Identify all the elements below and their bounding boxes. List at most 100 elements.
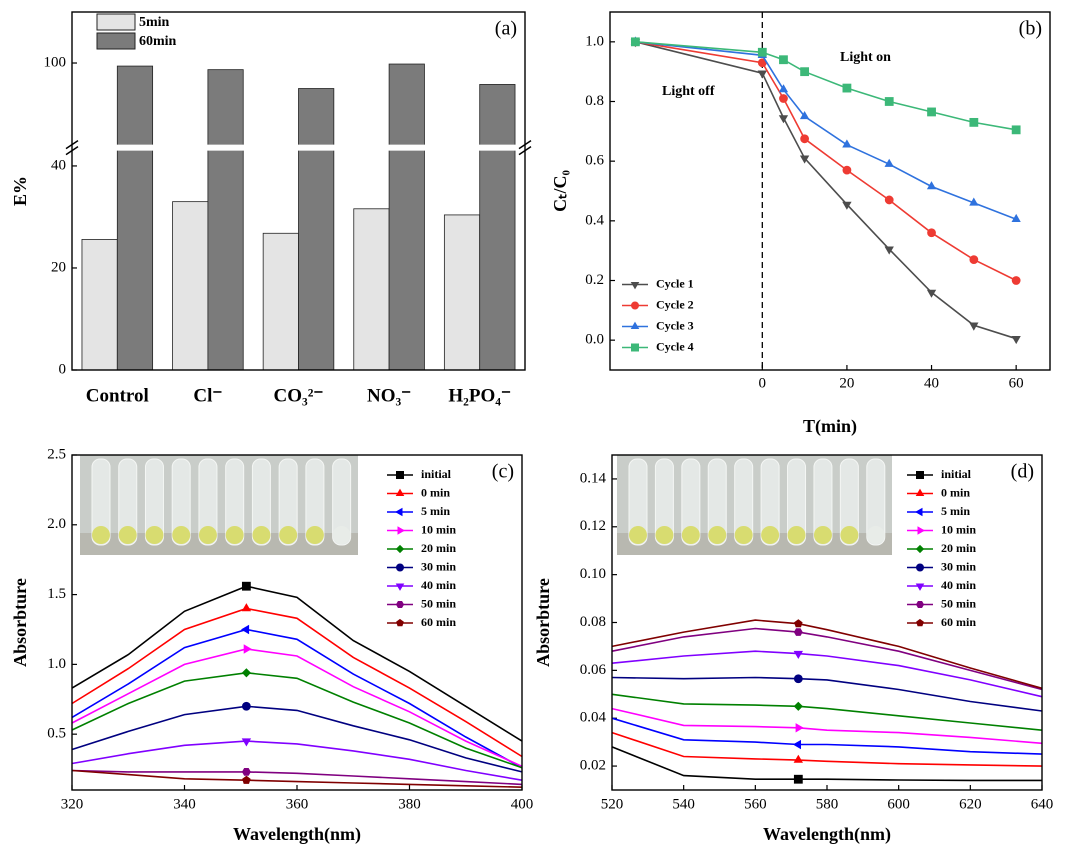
- legend-marker: [915, 488, 925, 497]
- legend-label: initial: [941, 467, 972, 481]
- bar: [298, 88, 335, 371]
- marker: [795, 723, 804, 733]
- panel-label: (a): [495, 18, 517, 40]
- y-tick-label: 0.14: [580, 470, 607, 486]
- legend-label: 60 min: [421, 615, 456, 629]
- legend-marker: [395, 601, 405, 608]
- marker: [241, 603, 252, 612]
- line: [71, 740, 523, 781]
- x-axis-label: Wavelength(nm): [763, 824, 891, 845]
- bar: [443, 214, 481, 371]
- x-tick-label: Cl⁻: [193, 385, 222, 406]
- axis-break: [73, 144, 524, 151]
- y-tick-label: 0.04: [580, 710, 607, 726]
- bar: [207, 69, 244, 371]
- y-tick-label: 1.0: [47, 656, 66, 672]
- legend-label: 50 min: [941, 596, 976, 610]
- panel-label: (b): [1019, 18, 1042, 40]
- y-axis-label: Cₜ/C₀: [550, 170, 570, 212]
- tube: [332, 458, 352, 546]
- legend-marker: [916, 470, 925, 479]
- marker: [1011, 276, 1021, 285]
- marker: [779, 55, 788, 65]
- line: [71, 769, 523, 788]
- bar: [116, 65, 154, 371]
- marker: [969, 322, 979, 331]
- tube: [628, 458, 648, 546]
- marker: [884, 195, 894, 205]
- legend-label: Cycle 3: [656, 318, 694, 332]
- line: [611, 627, 1043, 691]
- annotation: Light on: [840, 50, 891, 65]
- line: [71, 648, 523, 768]
- legend-swatch: [96, 13, 136, 31]
- marker: [630, 37, 640, 47]
- marker: [884, 97, 894, 106]
- marker: [1011, 213, 1021, 223]
- tube: [144, 458, 164, 546]
- x-tick-label: 380: [398, 796, 421, 812]
- legend-marker: [917, 526, 925, 535]
- legend-label: 0 min: [421, 485, 450, 499]
- legend-marker: [395, 583, 405, 591]
- line: [611, 707, 1043, 745]
- line: [71, 769, 523, 786]
- line: [71, 585, 523, 742]
- line: [635, 41, 1017, 221]
- legend-marker: [915, 544, 925, 554]
- marker: [969, 255, 979, 265]
- legend-label: 40 min: [421, 578, 456, 592]
- tube-liquid: [305, 526, 324, 544]
- legend-label: 5 min: [941, 504, 970, 518]
- x-tick-label: 600: [887, 796, 910, 812]
- y-tick-label: 2.0: [47, 516, 66, 532]
- legend-marker: [397, 526, 405, 535]
- tube: [866, 458, 886, 546]
- y-axis-label: E%: [10, 176, 30, 206]
- tube-liquid: [761, 526, 780, 544]
- marker: [969, 117, 979, 127]
- y-tick-label: 1.0: [585, 33, 604, 49]
- marker: [793, 754, 803, 763]
- marker: [792, 739, 801, 750]
- x-tick-label: 520: [601, 796, 624, 812]
- bar: [479, 84, 516, 371]
- marker: [793, 628, 803, 636]
- x-tick-label: Control: [86, 385, 149, 406]
- legend-label: 60 min: [941, 615, 976, 629]
- legend-marker: [395, 544, 405, 554]
- tube-liquid: [734, 526, 753, 544]
- line: [611, 650, 1043, 698]
- y-tick-label: 40: [51, 157, 66, 173]
- marker: [241, 701, 251, 711]
- marker: [927, 228, 936, 238]
- line: [611, 717, 1043, 755]
- marker: [842, 83, 852, 93]
- y-tick-label: 0: [59, 361, 67, 377]
- y-axis-label: Absorbture: [533, 578, 553, 667]
- tube-liquid: [866, 526, 885, 544]
- line: [611, 746, 1042, 782]
- x-tick-label: 40: [924, 375, 939, 391]
- tube: [118, 458, 138, 546]
- legend-label: initial: [421, 467, 452, 481]
- marker: [794, 619, 803, 628]
- marker: [842, 165, 852, 175]
- y-tick-label: 0.02: [580, 758, 606, 774]
- legend-marker: [395, 488, 405, 497]
- tube: [198, 458, 218, 546]
- marker: [842, 201, 852, 210]
- line: [71, 671, 523, 769]
- legend-label: 5min: [139, 15, 170, 30]
- x-tick-label: 620: [959, 796, 982, 812]
- line: [71, 705, 523, 773]
- tube: [707, 458, 727, 546]
- legend-marker: [631, 301, 640, 310]
- panel-label: (c): [492, 461, 514, 483]
- legend-marker: [395, 563, 404, 572]
- marker: [778, 115, 789, 124]
- marker: [926, 289, 937, 298]
- x-axis-label: Wavelength(nm): [233, 824, 361, 845]
- legend-label: 10 min: [941, 522, 976, 536]
